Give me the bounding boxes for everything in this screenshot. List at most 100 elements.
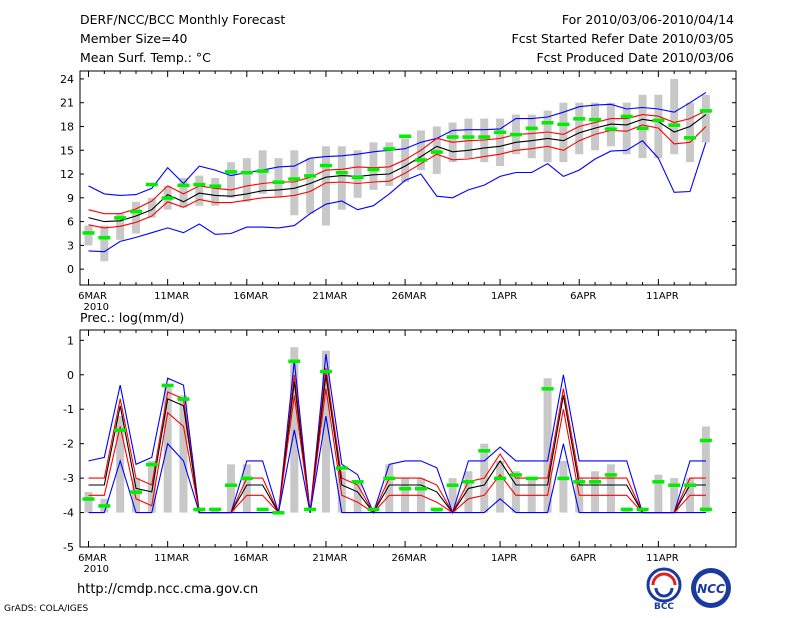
forecast-title: DERF/NCC/BCC Monthly Forecast <box>80 12 286 27</box>
observed-mark <box>209 184 222 188</box>
x-tick-label: 16MAR <box>233 291 268 302</box>
x-tick-label: 26MAR <box>392 291 427 302</box>
spread-bar <box>179 178 188 208</box>
observed-mark <box>224 483 237 487</box>
observed-mark <box>240 476 253 481</box>
x-tick-label: 16MAR <box>233 553 268 564</box>
observed-mark <box>620 114 633 119</box>
y-tick-label: -1 <box>63 403 74 416</box>
grads-credit: GrADS: COLA/IGES <box>4 604 89 614</box>
spread-bar <box>432 126 441 175</box>
spread-bar <box>559 102 568 163</box>
observed-mark <box>699 507 712 512</box>
chart-panel-1: 0 3 6 9 12 15 18 21 24 6MAR 11MAR 16MAR 21MAR 26MAR 1A… <box>60 70 737 313</box>
observed-mark <box>636 507 649 512</box>
observed-mark <box>414 158 427 162</box>
series-lower <box>88 124 707 229</box>
plot-frame <box>79 70 737 286</box>
x-tick-label: 26MAR <box>392 553 427 564</box>
observed-mark <box>525 476 538 481</box>
spread-bar <box>163 385 172 513</box>
plot-frame <box>79 329 737 548</box>
observed-mark <box>652 480 665 484</box>
observed-mark <box>383 476 396 481</box>
x-tick-label: 6APR <box>570 553 596 564</box>
observed-mark <box>129 490 142 494</box>
spread-bar <box>686 102 695 163</box>
spread-bar <box>242 158 251 202</box>
observed-mark <box>604 473 617 477</box>
y-tick-label: 3 <box>67 239 74 252</box>
spread-bar <box>242 464 251 513</box>
observed-mark <box>351 480 364 484</box>
observed-mark <box>589 117 602 122</box>
observed-mark <box>304 174 317 178</box>
x-tick-label: 21MAR <box>312 291 347 302</box>
spread-bar <box>179 395 188 513</box>
observed-mark <box>414 486 427 491</box>
observed-mark <box>636 126 649 131</box>
spread-bar <box>654 94 663 159</box>
spread-bar <box>543 378 552 513</box>
observed-mark <box>446 135 459 139</box>
y-tick-label: 9 <box>67 192 74 205</box>
observed-mark <box>161 383 174 388</box>
observed-mark <box>494 476 507 481</box>
observed-mark <box>288 359 301 363</box>
x-tick-label: 6APR <box>570 291 596 302</box>
observed-mark <box>114 216 127 220</box>
spread-bar <box>116 416 125 513</box>
observed-mark <box>573 480 586 484</box>
y-tick-label: -4 <box>63 507 74 520</box>
observed-mark <box>98 504 111 508</box>
observed-mark <box>525 126 538 131</box>
bcc-logo-text: BCC <box>654 602 674 611</box>
observed-mark <box>541 121 554 125</box>
x-tick-label: 1APR <box>491 553 517 564</box>
observed-mark <box>668 123 681 127</box>
observed-mark <box>446 483 459 487</box>
ncc-logo: NCC <box>691 568 731 608</box>
observed-mark <box>699 438 712 443</box>
observed-mark <box>161 196 174 200</box>
observed-mark <box>430 150 443 154</box>
observed-mark <box>256 169 269 173</box>
spread-bar <box>385 142 394 186</box>
variable-label: Mean Surf. Temp.: °C <box>80 50 211 65</box>
series-upper <box>88 110 707 215</box>
spread-bar <box>464 471 473 513</box>
spread-bar <box>321 146 330 226</box>
y-tick-label: 1 <box>67 334 74 347</box>
x-tick-label: 11APR <box>646 291 679 302</box>
source-url[interactable]: http://cmdp.ncc.cma.gov.cn <box>77 582 259 597</box>
observed-mark <box>351 175 364 180</box>
observed-mark <box>478 449 491 453</box>
observed-mark <box>145 182 158 187</box>
spread-bar <box>369 142 378 190</box>
y-tick-label: -3 <box>63 472 74 485</box>
spread-bar <box>701 94 710 143</box>
observed-mark <box>114 428 127 432</box>
observed-mark <box>652 118 665 123</box>
series-min <box>88 139 707 253</box>
spread-bar <box>147 197 156 218</box>
spread-bar <box>527 114 536 159</box>
spread-bar <box>274 158 283 198</box>
y-tick-label: 24 <box>60 73 74 86</box>
spread-bar <box>147 460 156 513</box>
observed-mark <box>541 387 554 391</box>
spread-bar <box>131 201 140 234</box>
observed-mark <box>193 182 206 187</box>
observed-mark <box>177 183 190 188</box>
observed-mark <box>383 147 396 151</box>
observed-mark <box>367 167 380 172</box>
observed-mark <box>145 462 158 467</box>
observed-mark <box>256 507 269 512</box>
observed-mark <box>335 466 348 470</box>
observed-mark <box>272 180 285 184</box>
spread-bar <box>638 94 647 159</box>
produced-date: Fcst Produced Date 2010/03/06 <box>536 50 734 65</box>
observed-mark <box>209 507 222 512</box>
y-tick-label: 12 <box>60 168 74 181</box>
spread-bar <box>100 225 109 262</box>
